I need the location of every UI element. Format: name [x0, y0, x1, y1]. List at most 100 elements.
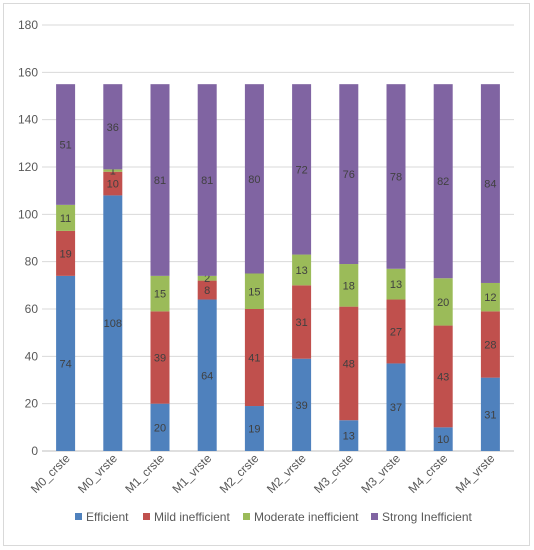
data-label: 31: [295, 317, 307, 329]
data-label: 64: [201, 370, 213, 382]
data-label: 15: [154, 289, 166, 301]
data-label: 81: [154, 175, 166, 187]
bar-segment: [197, 299, 217, 451]
y-tick-label: 60: [25, 302, 39, 316]
y-tick-label: 160: [18, 65, 38, 79]
y-tick-label: 140: [18, 113, 38, 127]
data-label: 28: [484, 340, 496, 352]
data-label: 72: [295, 164, 307, 176]
bar-segment: [480, 377, 500, 451]
bar-segment: [103, 84, 123, 170]
y-tick-label: 120: [18, 160, 38, 174]
y-axis: 0 20 40 60 80 100 120 140 160 180: [18, 18, 38, 458]
x-tick-label: M2_vrste: [264, 451, 309, 496]
bar-segment: [150, 403, 170, 451]
data-label: 15: [248, 286, 260, 298]
bar-segment: [150, 311, 170, 404]
bar-segment: [197, 275, 217, 281]
data-label: 39: [295, 400, 307, 412]
bar-segment: [433, 325, 453, 428]
data-label: 80: [248, 174, 260, 186]
legend-label: Moderate inefficient: [254, 510, 359, 524]
y-tick-label: 180: [18, 18, 38, 32]
legend-label: Strong Inefficient: [382, 510, 473, 524]
data-label: 81: [201, 175, 213, 187]
data-label: 39: [154, 353, 166, 365]
bar-segment: [103, 195, 123, 451]
data-label: 13: [390, 279, 402, 291]
x-tick-label: M1_crste: [122, 451, 167, 496]
x-tick-label: M4_vrste: [453, 451, 498, 496]
y-tick-label: 80: [25, 255, 39, 269]
bar-segment: [433, 278, 453, 326]
data-label: 76: [343, 169, 355, 181]
bar-segment: [56, 275, 76, 451]
x-tick-label: M0_vrste: [75, 451, 120, 496]
bar-segment: [292, 358, 312, 451]
data-label: 41: [248, 353, 260, 365]
bar-segment: [386, 84, 406, 269]
bar-segment: [480, 311, 500, 378]
data-label: 51: [59, 140, 71, 152]
data-label: 13: [295, 265, 307, 277]
bar-segment: [103, 171, 123, 196]
bar-segment: [244, 273, 264, 309]
bar-segment: [197, 84, 217, 276]
bar-segment: [339, 420, 359, 451]
data-label: 84: [484, 179, 496, 191]
data-label: 31: [484, 409, 496, 421]
bar-segment: [433, 84, 453, 279]
bar-segment: [339, 264, 359, 307]
bar-segment: [244, 84, 264, 274]
x-tick-label: M2_crste: [217, 451, 262, 496]
bar-segment: [244, 309, 264, 407]
bar-segment: [56, 84, 76, 205]
x-axis: M0_crste M0_vrste M1_crste M1_vrste M2_crste…: [28, 451, 498, 496]
bar-segment: [150, 275, 170, 312]
data-label: 20: [154, 422, 166, 434]
bar-segment: [103, 169, 123, 172]
y-tick-label: 40: [25, 349, 39, 363]
data-label: 19: [59, 248, 71, 260]
x-tick-label: M1_vrste: [170, 451, 215, 496]
y-tick-label: 100: [18, 207, 38, 221]
bar-segment: [386, 299, 406, 364]
bars: 74 19 11 51 108 101 36 20 39 15 81 64 82 81 19 41 15 80 39…: [56, 84, 500, 451]
bar-segment: [150, 84, 170, 276]
data-label: 8: [204, 285, 210, 297]
data-label: 36: [107, 122, 119, 134]
data-label: 1: [110, 166, 116, 178]
data-label: 20: [437, 297, 449, 309]
data-label: 13: [343, 431, 355, 443]
legend: Efficient Mild inefficient Moderate ineffi…: [75, 510, 473, 524]
x-tick-label: M4_crste: [406, 451, 451, 496]
legend-swatch: [371, 513, 378, 520]
data-label: 10: [107, 179, 119, 191]
data-label: 78: [390, 171, 402, 183]
y-tick-label: 0: [31, 444, 38, 458]
data-label: 74: [59, 358, 71, 370]
bar-segment: [56, 230, 76, 276]
data-label: 27: [390, 326, 402, 338]
data-label: 11: [60, 213, 71, 225]
data-label: 108: [104, 318, 122, 330]
data-label: 18: [343, 280, 355, 292]
legend-swatch: [75, 513, 82, 520]
bar-segment: [197, 280, 217, 300]
data-label: 48: [343, 358, 355, 370]
bar-segment: [339, 84, 359, 265]
bar-segment: [480, 282, 500, 312]
legend-label: Mild inefficient: [154, 510, 230, 524]
data-label: 37: [390, 402, 402, 414]
x-tick-label: M3_crste: [311, 451, 356, 496]
bar-segment: [433, 427, 453, 451]
x-tick-label: M3_vrste: [358, 451, 403, 496]
bar-segment: [292, 84, 312, 255]
data-label: 43: [437, 371, 449, 383]
legend-swatch: [243, 513, 250, 520]
legend-label: Efficient: [86, 510, 129, 524]
data-label: 19: [248, 424, 260, 436]
data-label: 82: [437, 176, 449, 188]
bar-segment: [386, 363, 406, 451]
bar-segment: [244, 406, 264, 451]
